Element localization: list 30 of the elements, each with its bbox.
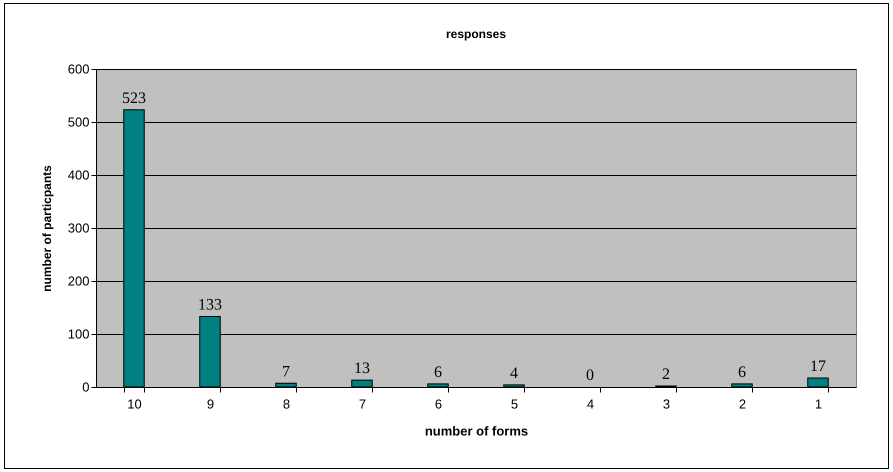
data-label: 6 xyxy=(738,364,746,381)
x-tick-label: 6 xyxy=(434,396,442,412)
data-label: 4 xyxy=(510,364,518,382)
x-tick-label: 9 xyxy=(206,396,214,412)
data-label: 2 xyxy=(662,366,670,383)
y-axis-title: number of particpants xyxy=(40,164,54,292)
x-tick-label: 5 xyxy=(510,396,518,412)
x-tick-label: 3 xyxy=(662,396,670,412)
y-tick-label: 500 xyxy=(68,114,90,130)
y-tick-label: 100 xyxy=(68,326,90,342)
data-label: 13 xyxy=(354,360,370,378)
y-tick-label: 0 xyxy=(82,380,90,394)
x-tick-label: 4 xyxy=(586,396,594,412)
data-label: 6 xyxy=(434,364,442,381)
data-label: 17 xyxy=(810,358,826,375)
x-tick-label: 7 xyxy=(358,396,366,412)
x-tick-label: 8 xyxy=(282,396,290,412)
data-label: 133 xyxy=(198,296,222,314)
y-tick-label: 300 xyxy=(68,220,90,236)
x-tick-label: 2 xyxy=(738,396,746,412)
y-tick-label: 400 xyxy=(68,168,90,182)
chart-title: responses xyxy=(446,27,506,41)
y-tick-label: 200 xyxy=(68,274,90,288)
x-axis-title: number of forms xyxy=(424,424,528,438)
data-label: 7 xyxy=(282,363,290,380)
data-label: 523 xyxy=(122,90,146,107)
data-label: 0 xyxy=(586,367,594,384)
x-tick-label: 1 xyxy=(814,396,822,412)
x-tick-label: 10 xyxy=(127,396,142,412)
y-tick-label: 600 xyxy=(68,62,90,76)
